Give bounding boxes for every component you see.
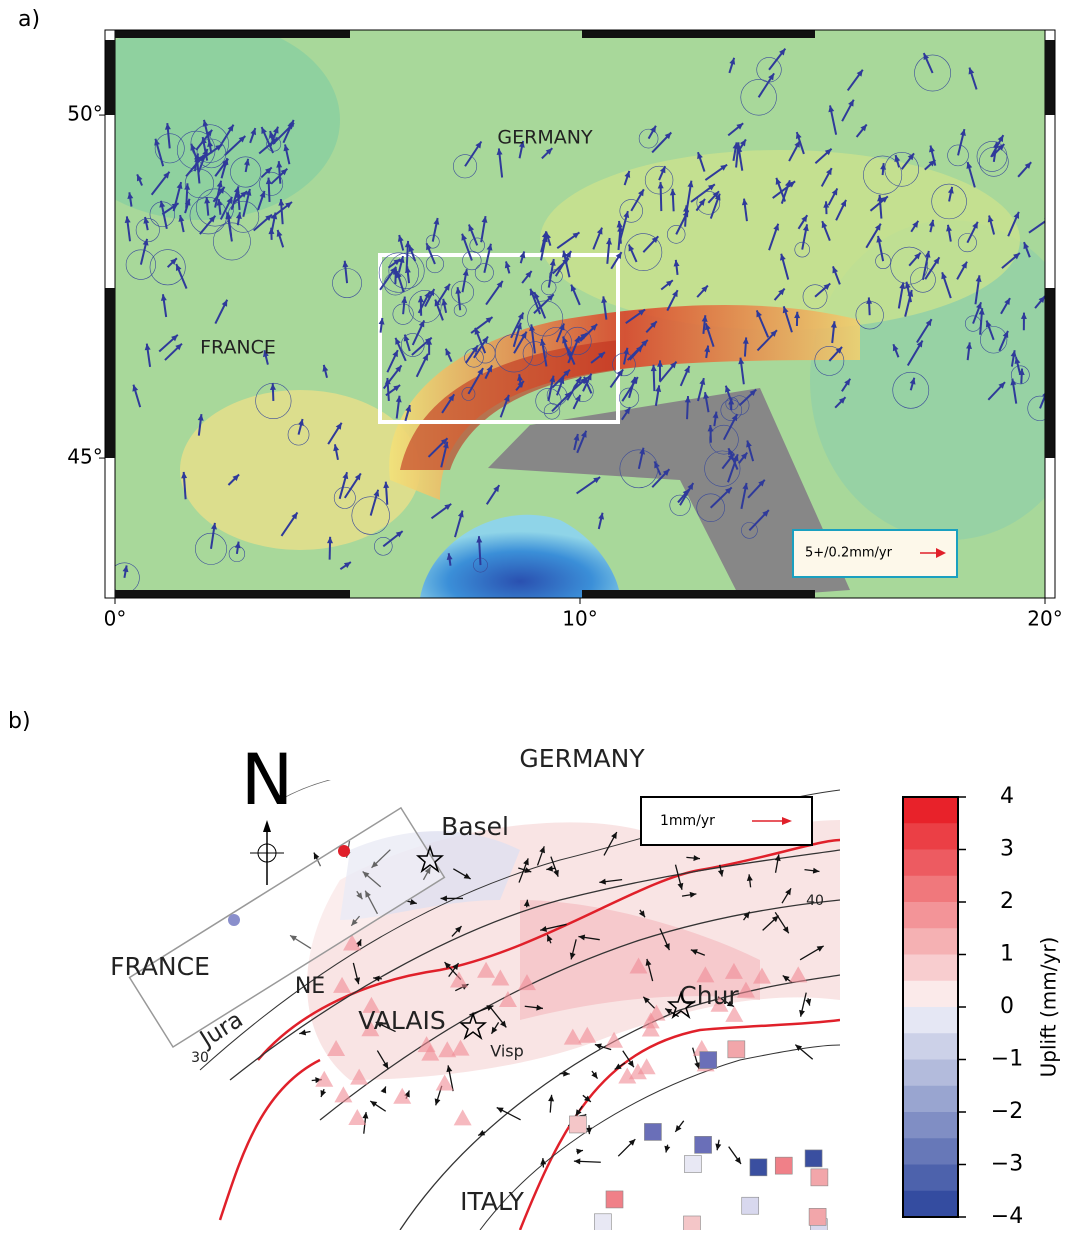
colorbar-block <box>903 902 958 929</box>
arrow-head <box>675 1125 681 1132</box>
country-label: ITALY <box>460 1187 524 1216</box>
arrow-head <box>435 1098 441 1105</box>
colorbar-block <box>903 1033 958 1060</box>
contour-label: 30 <box>191 1050 209 1066</box>
legend: 5+/0.2mm/yr <box>793 530 957 577</box>
x-tick-label: 0° <box>104 607 127 631</box>
legend-text: 1mm/yr <box>660 813 715 829</box>
colorbar-block <box>903 1112 958 1139</box>
north-label: N <box>241 739 293 821</box>
colorbar-block <box>903 928 958 955</box>
station-marker <box>750 1159 767 1176</box>
colorbar-block <box>903 850 958 877</box>
colorbar-tick-label: −2 <box>991 1099 1023 1124</box>
region-label: VALAIS <box>358 1006 445 1035</box>
station-marker <box>811 1169 828 1186</box>
arrow-head <box>799 1010 805 1017</box>
colorbar-tick-label: −4 <box>991 1204 1023 1229</box>
country-label: GERMANY <box>519 744 645 773</box>
colorbar-tick-label: 1 <box>1000 942 1014 967</box>
colorbar-block <box>903 1086 958 1113</box>
colorbar-block <box>903 797 958 824</box>
station-marker <box>695 1136 712 1153</box>
station-marker <box>728 1041 745 1058</box>
arrow-head <box>299 1029 306 1035</box>
panel-label: b) <box>8 709 31 734</box>
country-label: FRANCE <box>110 952 210 981</box>
uplift-marker <box>454 1109 472 1125</box>
station-marker <box>684 1156 701 1173</box>
contour-label: 40 <box>806 893 824 909</box>
legend: 1mm/yr <box>641 797 812 845</box>
station-marker <box>742 1197 759 1214</box>
colorbar-block <box>903 1007 958 1034</box>
colorbar-block <box>903 876 958 903</box>
uplift-marker <box>334 1086 352 1102</box>
colorbar: 4 3 2 1 0 −1 −2 −3 −4 <box>903 784 1023 1229</box>
station-marker <box>700 1052 717 1069</box>
colorbar-label: Uplift (mm/yr) <box>1037 937 1061 1078</box>
country-label: FRANCE <box>200 337 276 359</box>
station-marker <box>775 1157 792 1174</box>
y-tick-label: 50° <box>67 102 102 126</box>
arrow-head <box>574 1158 580 1164</box>
station-marker <box>644 1123 661 1140</box>
panel-label: a) <box>18 7 40 32</box>
arrow-head <box>548 1095 554 1102</box>
colorbar-block <box>903 1138 958 1165</box>
arrow-head <box>735 1157 741 1164</box>
colorbar-tick-label: −3 <box>991 1152 1023 1177</box>
y-tick-label: 45° <box>67 445 102 469</box>
colorbar-block <box>903 955 958 982</box>
colorbar-tick-label: 4 <box>1000 784 1014 809</box>
arrow-head <box>591 1072 597 1079</box>
colorbar-block <box>903 823 958 850</box>
x-tick-label: 10° <box>562 607 597 631</box>
legend-text: 5+/0.2mm/yr <box>805 546 893 561</box>
arrow-head <box>370 1101 377 1107</box>
city-label: Basel <box>441 812 509 841</box>
station-marker <box>683 1216 700 1230</box>
colorbar-tick-label: −1 <box>991 1047 1023 1072</box>
map-a <box>60 20 1075 598</box>
colorbar-block <box>903 1060 958 1087</box>
colorbar-block <box>903 1165 958 1192</box>
arrow-head <box>563 1071 569 1077</box>
arrow-head <box>540 1158 546 1164</box>
station-marker <box>606 1191 623 1208</box>
arrow-head <box>664 1146 670 1153</box>
colorbar-block <box>903 1191 958 1218</box>
colorbar-block <box>903 981 958 1008</box>
colorbar-tick-label: 2 <box>1000 889 1014 914</box>
city-label: Visp <box>490 1042 524 1061</box>
station-marker <box>805 1150 822 1167</box>
arrow-head <box>576 1149 583 1155</box>
station-marker <box>569 1116 586 1133</box>
arrow-head <box>715 1143 721 1150</box>
station-marker <box>809 1208 826 1225</box>
station-marker <box>594 1214 611 1230</box>
x-tick-label: 20° <box>1027 607 1062 631</box>
colorbar-tick-label: 3 <box>1000 837 1014 862</box>
region-label: NE <box>295 974 325 999</box>
country-label: GERMANY <box>497 127 593 149</box>
arrow-head <box>805 999 811 1006</box>
colorbar-tick-label: 0 <box>1000 994 1014 1019</box>
